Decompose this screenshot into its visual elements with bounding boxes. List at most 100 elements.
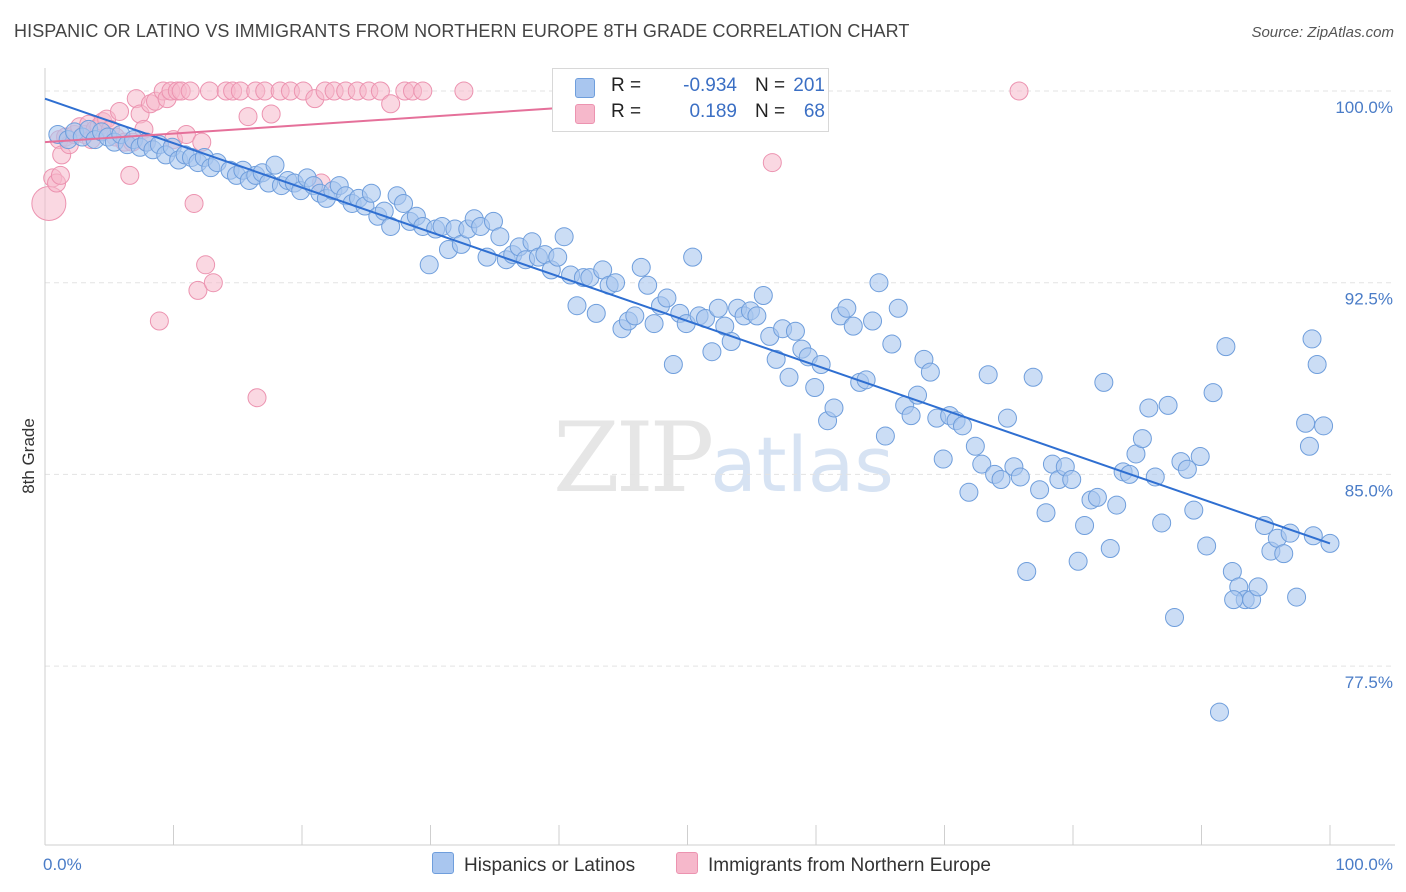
data-point-hispanics	[1216, 337, 1236, 357]
data-point-hispanics	[1010, 467, 1030, 487]
y-tick-label: 100.0%	[1335, 98, 1393, 117]
x-tick-label: 0.0%	[43, 855, 82, 874]
data-point-immigrants	[184, 193, 204, 213]
data-point-hispanics	[869, 273, 889, 293]
data-point-hispanics	[1030, 480, 1050, 500]
data-point-immigrants	[238, 107, 258, 127]
data-point-hispanics	[785, 321, 805, 341]
legend-swatch-hispanics	[432, 852, 454, 874]
data-point-hispanics	[824, 398, 844, 418]
data-point-hispanics	[952, 416, 972, 436]
y-axis-title: 8th Grade	[19, 418, 38, 494]
data-point-hispanics	[1062, 470, 1082, 490]
y-tick-label: 77.5%	[1345, 673, 1393, 692]
y-tick-label: 92.5%	[1345, 290, 1393, 309]
data-point-hispanics	[1158, 395, 1178, 415]
data-point-hispanics	[265, 155, 285, 175]
data-point-immigrants	[454, 81, 474, 101]
data-point-hispanics	[1307, 354, 1327, 374]
legend-swatch-immigrants	[575, 104, 595, 124]
data-point-hispanics	[606, 273, 626, 293]
data-point-immigrants	[381, 94, 401, 114]
data-point-immigrants	[199, 81, 219, 101]
legend-n-value: 68	[803, 101, 825, 122]
data-point-hispanics	[1224, 590, 1244, 610]
chart-source: Source: ZipAtlas.com	[1251, 24, 1394, 41]
data-point-immigrants	[31, 185, 67, 221]
data-point-hispanics	[965, 436, 985, 456]
data-point-hispanics	[1203, 383, 1223, 403]
data-point-hispanics	[1287, 587, 1307, 607]
data-point-hispanics	[863, 311, 883, 331]
data-point-hispanics	[933, 449, 953, 469]
data-point-immigrants	[247, 388, 267, 408]
axis-labels: 100.0% 92.5% 85.0% 77.5% 0.0% 100.0% 8th Grade	[19, 98, 1393, 874]
data-point-immigrants	[261, 104, 281, 124]
data-point-hispanics	[625, 306, 645, 326]
data-point-hispanics	[1165, 608, 1185, 628]
data-point-hispanics	[631, 257, 651, 277]
data-point-immigrants	[413, 81, 433, 101]
data-point-hispanics	[959, 482, 979, 502]
legend-label-immigrants: Immigrants from Northern Europe	[708, 855, 991, 876]
data-point-immigrants	[50, 165, 70, 185]
legend-r-value: 0.189	[689, 101, 737, 122]
legend-item-immigrants[interactable]: Immigrants from Northern Europe	[676, 852, 991, 877]
data-point-hispanics	[361, 183, 381, 203]
data-point-hispanics	[1132, 429, 1152, 449]
data-point-hispanics	[1094, 372, 1114, 392]
data-point-hispanics	[1190, 447, 1210, 466]
chart-title: HISPANIC OR LATINO VS IMMIGRANTS FROM NO…	[14, 21, 910, 41]
data-point-hispanics	[1177, 459, 1197, 479]
data-point-hispanics	[1139, 398, 1159, 418]
data-point-hispanics	[1152, 513, 1172, 533]
data-point-hispanics	[901, 406, 921, 426]
data-point-hispanics	[419, 255, 439, 275]
data-point-hispanics	[683, 247, 703, 267]
data-point-immigrants	[196, 255, 216, 275]
legend-n-label: N =	[755, 75, 786, 96]
watermark-atlas: atlas	[710, 420, 894, 509]
trend-line-hispanics	[44, 97, 1331, 545]
data-point-immigrants	[1009, 81, 1029, 101]
data-point-hispanics	[1254, 516, 1274, 536]
data-point-hispanics	[978, 365, 998, 385]
watermark-zip: ZIP	[553, 402, 714, 514]
legend-n-value: 201	[793, 75, 825, 96]
data-point-hispanics	[1197, 536, 1217, 556]
data-point-hispanics	[1087, 487, 1107, 507]
legend-swatch-hispanics	[575, 78, 595, 98]
data-point-hispanics	[1209, 702, 1229, 722]
data-point-immigrants	[180, 81, 200, 101]
legend-swatch-immigrants	[676, 852, 698, 874]
data-point-immigrants	[370, 81, 390, 101]
data-point-immigrants	[176, 124, 196, 144]
data-point-hispanics	[1274, 544, 1294, 564]
series-legend: Hispanics or Latinos Immigrants from Nor…	[0, 852, 1406, 878]
data-point-hispanics	[888, 298, 908, 318]
data-point-hispanics	[1302, 329, 1322, 349]
data-point-hispanics	[1023, 367, 1043, 387]
watermark: ZIPatlas	[553, 402, 894, 514]
data-point-immigrants	[110, 101, 130, 121]
data-point-hispanics	[972, 454, 992, 474]
data-point-hispanics	[1100, 539, 1120, 559]
data-point-hispanics	[753, 285, 773, 305]
legend-item-hispanics[interactable]: Hispanics or Latinos	[432, 852, 635, 877]
data-point-hispanics	[843, 316, 863, 336]
data-point-hispanics	[779, 367, 799, 387]
data-point-hispanics	[1068, 551, 1088, 571]
data-point-hispanics	[663, 354, 683, 374]
data-point-hispanics	[657, 288, 677, 308]
data-point-immigrants	[762, 153, 782, 173]
data-point-hispanics	[766, 349, 786, 369]
legend-r-label: R =	[611, 101, 642, 122]
data-point-immigrants	[120, 165, 140, 185]
data-point-hispanics	[708, 298, 728, 318]
data-point-immigrants	[188, 280, 208, 300]
x-tick-label: 100.0%	[1335, 855, 1393, 874]
data-point-hispanics	[837, 298, 857, 318]
legend-label-hispanics: Hispanics or Latinos	[464, 855, 636, 876]
data-point-hispanics	[882, 334, 902, 354]
